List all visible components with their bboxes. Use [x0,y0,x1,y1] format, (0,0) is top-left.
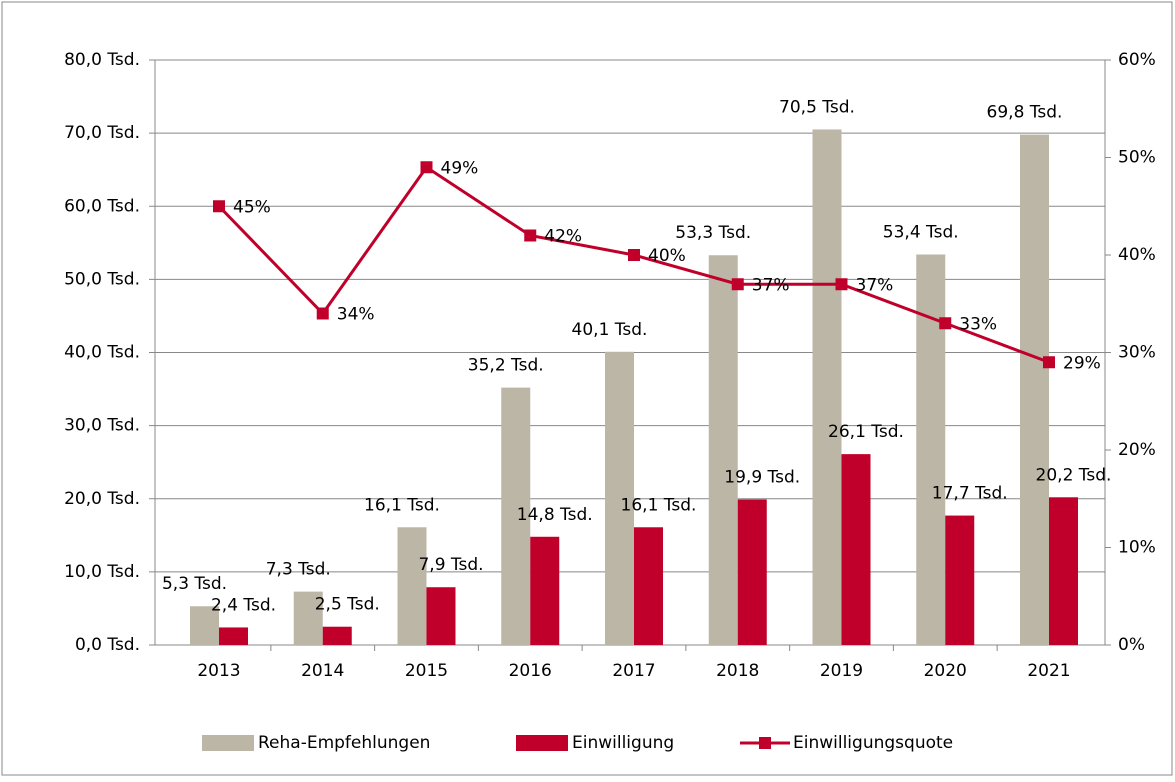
marker [731,278,744,291]
marker [524,229,537,242]
bar [1020,134,1049,645]
data-label: 5,3 Tsd. [162,574,227,594]
legend-swatch [516,735,568,751]
bar [737,499,767,645]
data-label: 29% [1063,353,1101,373]
x-tick-label: 2017 [612,661,655,681]
data-label: 7,3 Tsd. [266,560,331,580]
data-label: 37% [856,275,894,295]
y-tick-label: 20,0 Tsd. [64,489,140,509]
data-label: 53,3 Tsd. [675,223,751,243]
y-tick-label: 60,0 Tsd. [64,196,140,216]
bar [322,626,352,645]
bar [397,527,427,645]
bar [945,515,975,645]
data-label: 20,2 Tsd. [1036,465,1112,485]
x-tick-label: 2020 [924,661,967,681]
bar [841,454,871,645]
bar [190,606,219,645]
legend-label: Einwilligungsquote [793,733,953,753]
data-label: 70,5 Tsd. [779,97,855,117]
data-label: 19,9 Tsd. [724,467,800,487]
marker [316,307,329,320]
data-label: 53,4 Tsd. [883,223,959,243]
y2-tick-label: 60% [1118,50,1156,70]
marker [835,278,848,291]
data-label: 37% [752,275,790,295]
data-label: 7,9 Tsd. [418,555,483,575]
data-label: 42% [544,227,582,247]
bar [530,536,560,645]
y2-tick-label: 30% [1118,343,1156,363]
bar [219,627,248,645]
data-label: 33% [959,314,997,334]
bar [1049,497,1078,645]
bar [708,255,738,645]
y2-tick-label: 20% [1118,440,1156,460]
data-label: 16,1 Tsd. [621,495,697,515]
bar [293,591,323,645]
y-tick-label: 50,0 Tsd. [64,269,140,289]
y-tick-label: 30,0 Tsd. [64,416,140,436]
x-tick-label: 2016 [509,661,552,681]
legend-label: Reha-Empfehlungen [258,733,430,753]
data-label: 16,1 Tsd. [364,495,440,515]
x-tick-label: 2019 [820,661,863,681]
bar [634,527,663,645]
y-tick-label: 40,0 Tsd. [64,343,140,363]
bar [426,587,456,645]
data-label: 2,5 Tsd. [315,595,380,615]
marker [628,249,640,261]
y-tick-label: 10,0 Tsd. [64,562,140,582]
marker [939,317,952,330]
marker [213,200,225,213]
data-label: 45% [233,197,271,217]
x-tick-label: 2021 [1027,661,1070,681]
data-label: 17,7 Tsd. [932,484,1008,504]
data-label: 35,2 Tsd. [468,356,544,376]
y2-tick-label: 50% [1118,148,1156,168]
legend-swatch [202,735,254,751]
data-label: 40,1 Tsd. [572,320,648,340]
data-label: 2,4 Tsd. [211,595,276,615]
marker [1043,356,1055,369]
y-tick-label: 70,0 Tsd. [64,123,140,143]
x-tick-label: 2018 [716,661,759,681]
marker [420,161,433,174]
y2-tick-label: 40% [1118,245,1156,265]
bar [605,351,634,645]
x-tick-label: 2013 [197,661,240,681]
x-tick-label: 2015 [405,661,448,681]
x-tick-label: 2014 [301,661,344,681]
data-label: 14,8 Tsd. [517,505,593,525]
data-label: 49% [441,158,479,178]
y-tick-label: 0,0 Tsd. [75,635,140,655]
y-tick-label: 80,0 Tsd. [64,50,140,70]
legend-label: Einwilligung [572,733,674,753]
y2-tick-label: 0% [1118,635,1145,655]
legend-swatch [759,737,771,749]
data-label: 34% [337,305,375,325]
y2-tick-label: 10% [1118,538,1156,558]
data-label: 69,8 Tsd. [987,103,1063,123]
bar [812,129,842,645]
bar [501,387,531,645]
data-label: 26,1 Tsd. [828,422,904,442]
data-label: 40% [648,246,686,266]
